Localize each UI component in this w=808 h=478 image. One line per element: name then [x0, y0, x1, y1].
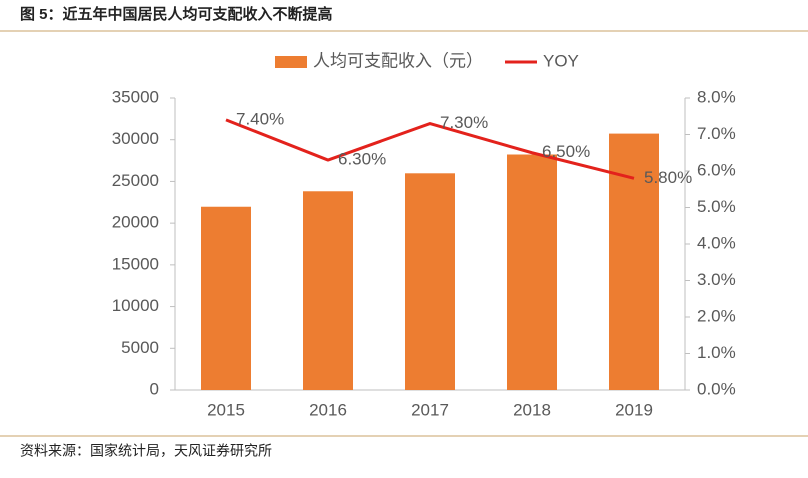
y-tick-label: 20000 — [112, 213, 159, 232]
y-tick-label: 25000 — [112, 171, 159, 190]
y-tick-label: 15000 — [112, 254, 159, 273]
y2-tick-label: 3.0% — [697, 270, 736, 289]
y-tick-label: 0 — [150, 379, 159, 398]
y2-tick-label: 8.0% — [697, 87, 736, 106]
y2-tick-label: 7.0% — [697, 124, 736, 143]
x-tick-label: 2018 — [513, 400, 551, 419]
y2-tick-label: 5.0% — [697, 197, 736, 216]
chart-title: 图 5：近五年中国居民人均可支配收入不断提高 — [20, 5, 333, 23]
y2-tick-label: 2.0% — [697, 306, 736, 325]
source-note: 资料来源：国家统计局，天风证券研究所 — [20, 443, 272, 459]
y2-tick-label: 4.0% — [697, 233, 736, 252]
data-label: 6.30% — [338, 150, 386, 169]
y-tick-label: 10000 — [112, 296, 159, 315]
x-tick-label: 2015 — [207, 400, 245, 419]
y2-tick-label: 1.0% — [697, 343, 736, 362]
data-label: 7.30% — [440, 113, 488, 132]
x-tick-label: 2017 — [411, 400, 449, 419]
data-label: 6.50% — [542, 142, 590, 161]
legend-label: 人均可支配收入（元） — [313, 51, 483, 70]
y-tick-label: 5000 — [121, 338, 159, 357]
y-tick-label: 35000 — [112, 87, 159, 106]
y2-tick-label: 6.0% — [697, 160, 736, 179]
x-tick-label: 2019 — [615, 400, 653, 419]
legend-label: YOY — [543, 51, 579, 70]
y-tick-label: 30000 — [112, 129, 159, 148]
data-label: 5.80% — [644, 168, 692, 187]
bar — [507, 154, 557, 390]
x-tick-label: 2016 — [309, 400, 347, 419]
line — [225, 118, 635, 180]
bar — [609, 133, 659, 390]
y2-tick-label: 0.0% — [697, 379, 736, 398]
bar — [405, 173, 455, 390]
data-label: 7.40% — [236, 109, 284, 128]
bar — [201, 206, 251, 390]
bar — [303, 191, 353, 390]
legend-swatch — [275, 56, 307, 68]
